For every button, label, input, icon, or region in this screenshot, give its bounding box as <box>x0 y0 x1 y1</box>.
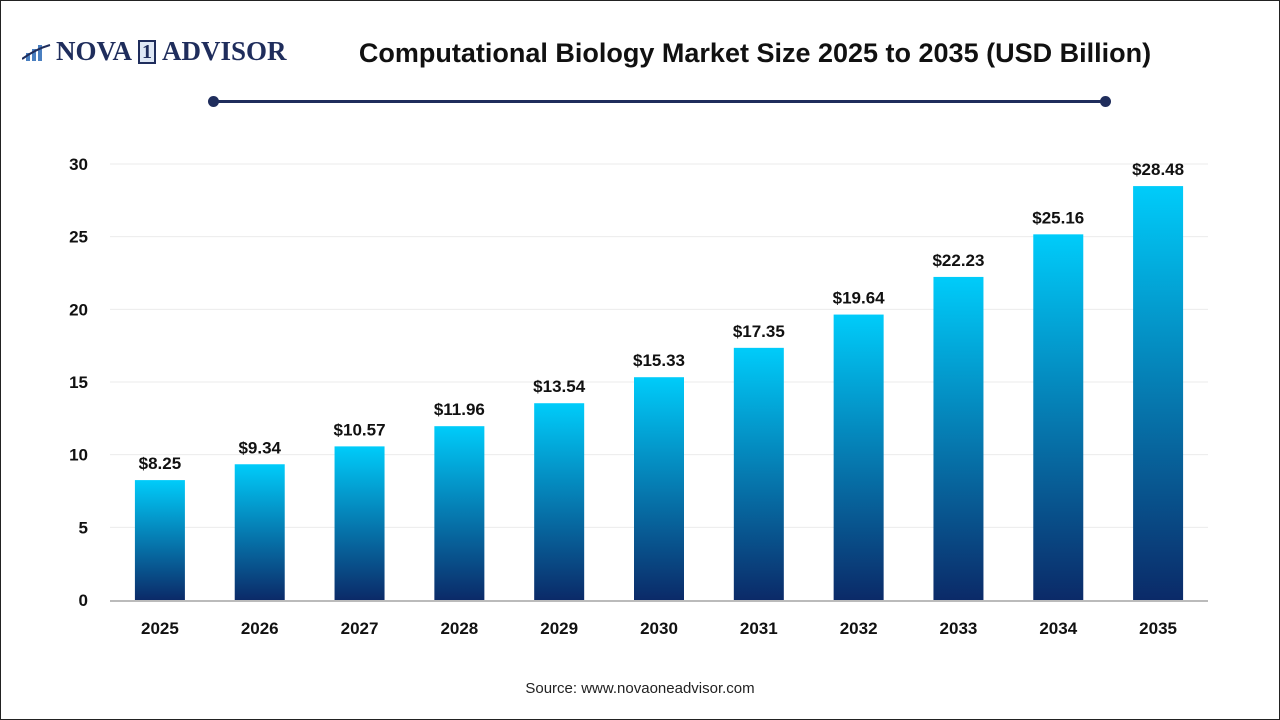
logo: NOVA 1 ADVISOR <box>22 36 287 67</box>
bar-2027 <box>334 446 385 600</box>
data-label: $9.34 <box>238 438 281 457</box>
bar-2025 <box>134 480 185 600</box>
x-tick-label: 2031 <box>740 619 778 638</box>
bar-2026 <box>234 464 285 600</box>
source-text: Source: www.novaoneadvisor.com <box>525 680 755 697</box>
y-tick-label: 0 <box>79 591 88 610</box>
x-tick-label: 2027 <box>341 619 379 638</box>
data-label: $25.16 <box>1032 208 1084 227</box>
logo-text-advisor: ADVISOR <box>162 36 287 66</box>
x-tick-label: 2033 <box>940 619 978 638</box>
logo-text-one: 1 <box>138 39 157 64</box>
underline-dot-right <box>1100 96 1111 107</box>
x-tick-label: 2029 <box>540 619 578 638</box>
logo-text-nova: NOVA <box>56 36 133 66</box>
underline-dot-left <box>208 96 219 107</box>
data-label: $8.25 <box>139 454 182 473</box>
x-tick-label: 2030 <box>640 619 678 638</box>
data-label: $22.23 <box>932 251 984 270</box>
title-underline <box>213 100 1106 103</box>
y-tick-label: 5 <box>79 518 88 537</box>
data-label: $17.35 <box>733 322 785 341</box>
data-label: $28.48 <box>1132 160 1184 179</box>
x-tick-label: 2034 <box>1039 619 1077 638</box>
x-tick-label: 2026 <box>241 619 279 638</box>
chart-title: Computational Biology Market Size 2025 t… <box>358 38 1152 68</box>
data-label: $19.64 <box>833 289 886 308</box>
x-tick-label: 2025 <box>141 619 179 638</box>
bar-2028 <box>434 426 485 600</box>
y-tick-label: 30 <box>69 155 88 174</box>
logo-bars-icon <box>22 43 51 61</box>
y-tick-label: 25 <box>69 228 88 247</box>
bar-2033 <box>933 276 984 600</box>
data-label: $15.33 <box>633 351 685 370</box>
y-tick-label: 10 <box>69 446 88 465</box>
bar-2029 <box>534 403 585 600</box>
bar-2031 <box>733 347 784 600</box>
data-label: $11.96 <box>434 400 485 419</box>
x-tick-label: 2028 <box>440 619 478 638</box>
y-tick-label: 15 <box>69 373 88 392</box>
bar-2030 <box>634 377 684 600</box>
x-tick-label: 2035 <box>1139 619 1177 638</box>
data-label: $13.54 <box>533 377 586 396</box>
x-tick-label: 2032 <box>840 619 878 638</box>
bar-2034 <box>1033 234 1084 600</box>
data-label: $10.57 <box>334 420 386 439</box>
bar-2032 <box>833 314 884 600</box>
bar-2035 <box>1133 186 1184 600</box>
y-tick-label: 20 <box>69 300 88 319</box>
